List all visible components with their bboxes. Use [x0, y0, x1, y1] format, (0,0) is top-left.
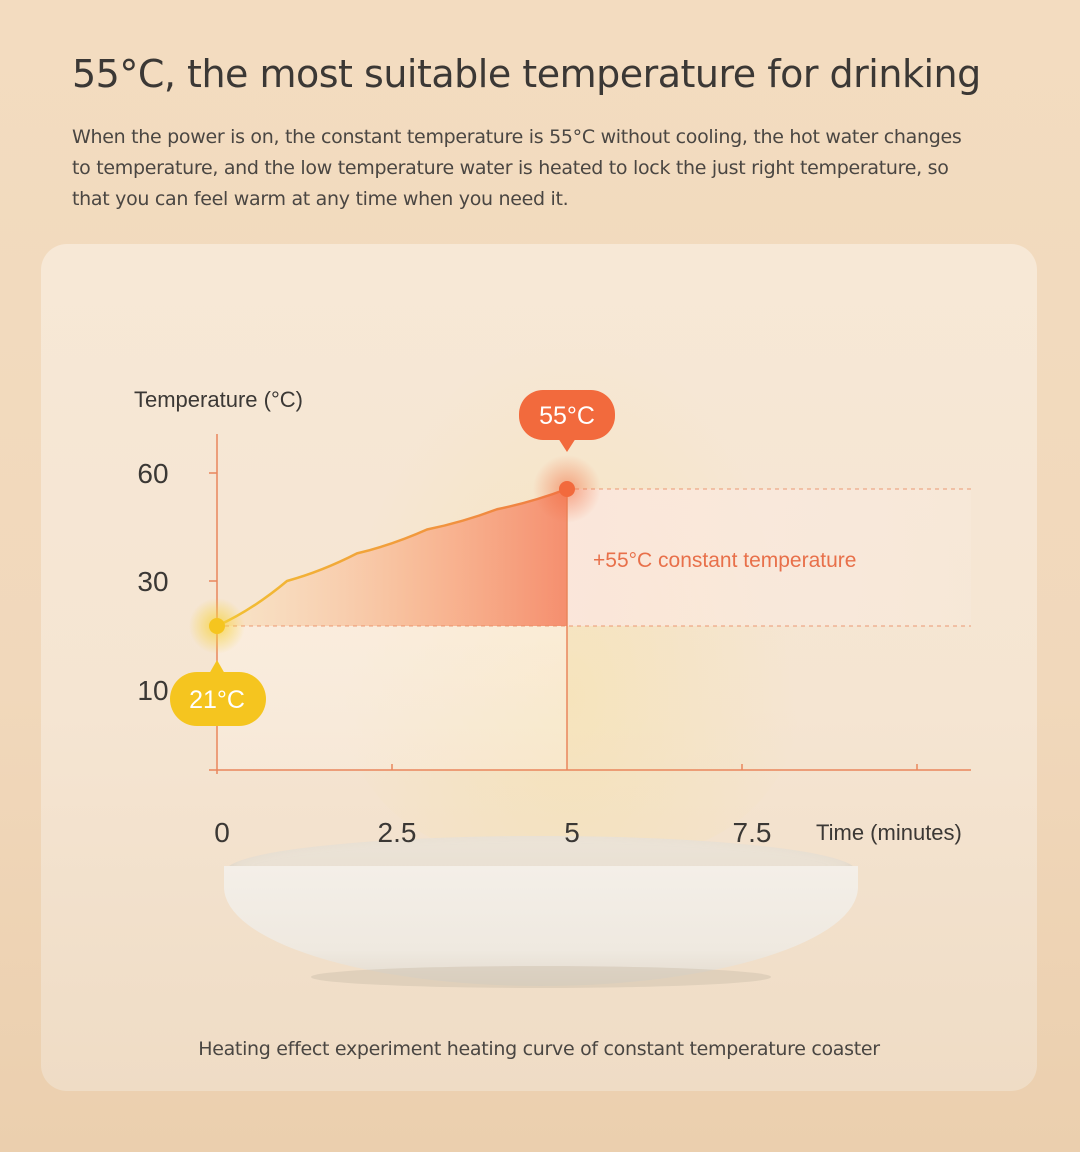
start-value-label: 21°C	[189, 686, 245, 714]
y-tick-label: 10	[137, 675, 168, 706]
start-point	[209, 618, 225, 634]
heating-area	[217, 489, 567, 626]
y-tick-label: 30	[137, 566, 168, 597]
peak-point	[559, 481, 575, 497]
chart-card: 60 30 10 0 2.5 5 7.5 Temperature (°C) Time (mi…	[41, 244, 1037, 1091]
constant-temperature-area	[567, 489, 971, 626]
peak-value-bubble: 55°C	[519, 390, 615, 452]
constant-temperature-annotation: +55°C constant temperature	[593, 549, 856, 572]
x-tick-label: 5	[564, 817, 580, 848]
y-axis-label: Temperature (°C)	[134, 387, 303, 412]
heating-curve-line	[216, 487, 568, 628]
heating-curve-chart: 60 30 10 0 2.5 5 7.5 Temperature (°C) Time (mi…	[134, 387, 971, 848]
x-tick-label: 7.5	[733, 817, 772, 848]
chart-caption: Heating effect experiment heating curve …	[198, 1038, 880, 1060]
start-value-bubble: 21°C	[170, 660, 266, 726]
x-tick-label: 2.5	[378, 817, 417, 848]
page-description: When the power is on, the constant tempe…	[72, 126, 962, 210]
x-tick-label: 0	[214, 817, 230, 848]
x-axis-label: Time (minutes)	[816, 820, 962, 845]
y-tick-label: 60	[137, 458, 168, 489]
peak-value-label: 55°C	[539, 402, 595, 430]
coaster-foot-illustration	[311, 966, 771, 988]
page-title: 55°C, the most suitable temperature for …	[72, 52, 981, 96]
baseline-area	[217, 626, 567, 770]
